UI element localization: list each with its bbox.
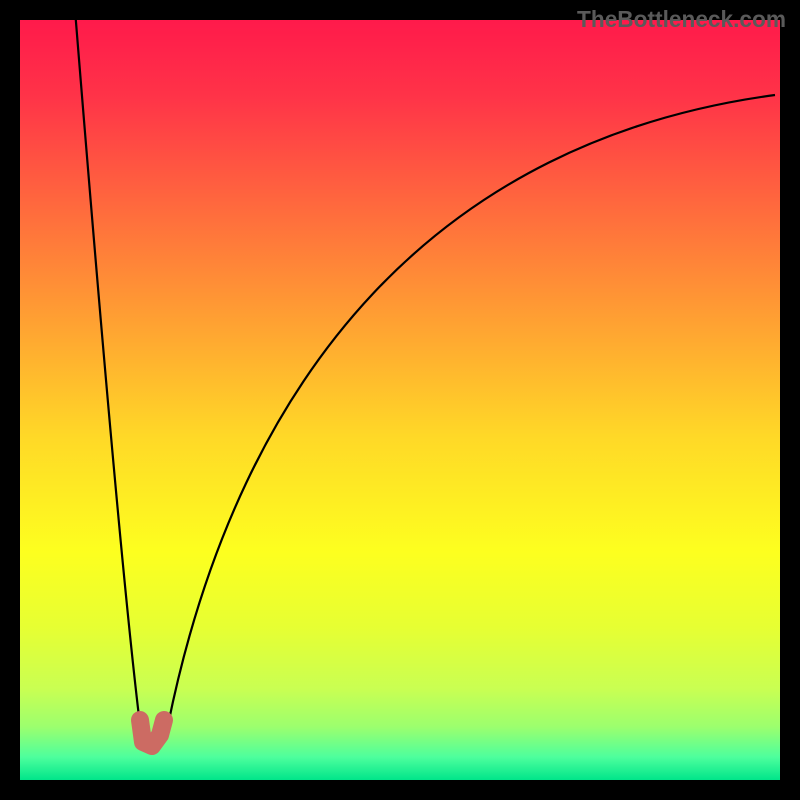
bottleneck-plot (0, 0, 800, 800)
watermark-text: TheBottleneck.com (577, 6, 786, 33)
figure-canvas: TheBottleneck.com (0, 0, 800, 800)
